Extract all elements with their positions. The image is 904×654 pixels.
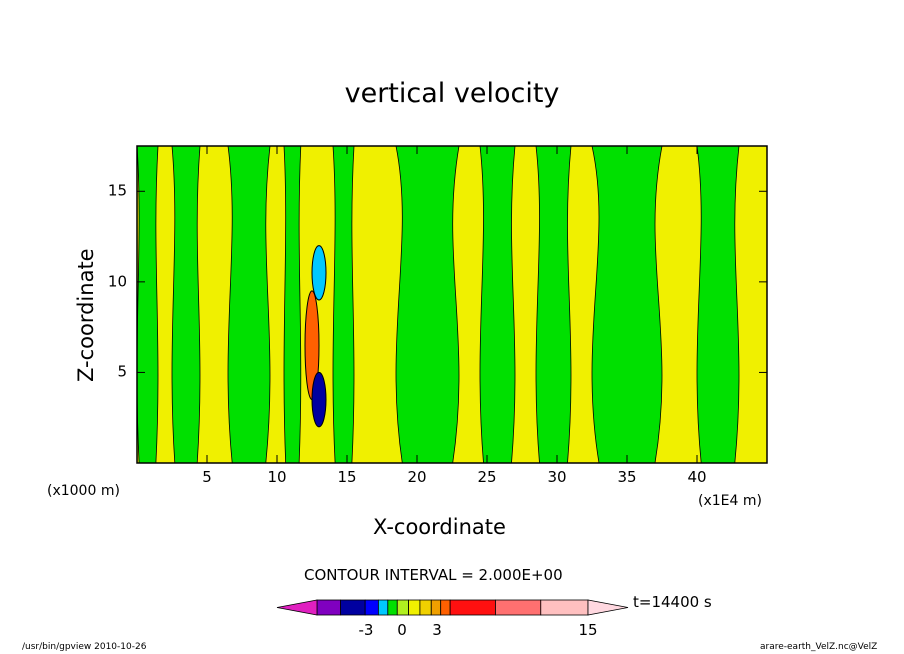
- x-unit-label: (x1000 m): [47, 483, 120, 499]
- colorbar-swatch: [540, 599, 589, 616]
- axis-ticks: [137, 146, 767, 463]
- colorbar-swatch: [364, 599, 379, 616]
- region-cell-13: [311, 245, 327, 301]
- region-band-3: [227, 146, 271, 463]
- colorbar-label: 15: [578, 621, 598, 639]
- colorbar-swatch: [340, 599, 366, 616]
- colorbar-label: -3: [358, 621, 374, 639]
- y-tick-label: 10: [107, 272, 127, 291]
- region-band-2: [171, 146, 201, 463]
- region-band-5: [332, 146, 355, 463]
- colorbar-swatch: [495, 599, 542, 616]
- colorbar-low-arrow: [276, 599, 318, 616]
- colorbar-swatch: [430, 599, 442, 616]
- x-tick-label: 40: [687, 468, 707, 486]
- colorbar: [276, 599, 629, 616]
- colorbar-swatch: [387, 599, 398, 616]
- x-tick-label: 10: [267, 468, 287, 486]
- footer-source: arare-earth_VelZ.nc@VelZ: [760, 642, 878, 652]
- colorbar-swatch: [408, 599, 421, 616]
- plot-area: [137, 146, 767, 463]
- colorbar-swatch: [316, 599, 342, 616]
- colorbar-high-arrow: [587, 599, 629, 616]
- region-band-9: [591, 146, 663, 463]
- x-tick-label: 5: [202, 468, 212, 486]
- time-label: t=14400 s: [633, 593, 712, 611]
- contour-interval-label: CONTOUR INTERVAL = 2.000E+00: [304, 566, 563, 584]
- colorbar-swatch: [419, 599, 432, 616]
- region-band-10: [696, 146, 740, 463]
- colorbar-label: 3: [432, 621, 442, 639]
- region-band-8: [535, 146, 572, 463]
- region-band-7: [479, 146, 516, 463]
- y-tick-label: 5: [117, 362, 127, 381]
- colorbar-swatch: [440, 599, 451, 616]
- plot-frame: [136, 145, 768, 464]
- chart-title: vertical velocity: [344, 78, 560, 109]
- colorbar-swatch: [377, 599, 389, 616]
- x-tick-label: 30: [547, 468, 567, 486]
- y-axis-label: Z-coordinate: [74, 248, 98, 382]
- y-unit-label: (x1E4 m): [698, 493, 762, 509]
- x-tick-label: 15: [337, 468, 357, 486]
- y-tick-label: 15: [107, 181, 127, 200]
- region-cell-12: [311, 371, 327, 428]
- x-tick-label: 20: [407, 468, 427, 486]
- footer-command: /usr/bin/gpview 2010-10-26: [22, 642, 147, 652]
- colorbar-swatch: [396, 599, 409, 616]
- x-tick-label: 35: [617, 468, 637, 486]
- region-band-1: [137, 146, 159, 463]
- region-band-6: [395, 146, 460, 463]
- colorbar-swatch: [449, 599, 496, 616]
- x-axis-label: X-coordinate: [373, 515, 506, 539]
- colorbar-label: 0: [397, 621, 407, 639]
- region-band-4: [283, 146, 302, 463]
- x-tick-label: 25: [477, 468, 497, 486]
